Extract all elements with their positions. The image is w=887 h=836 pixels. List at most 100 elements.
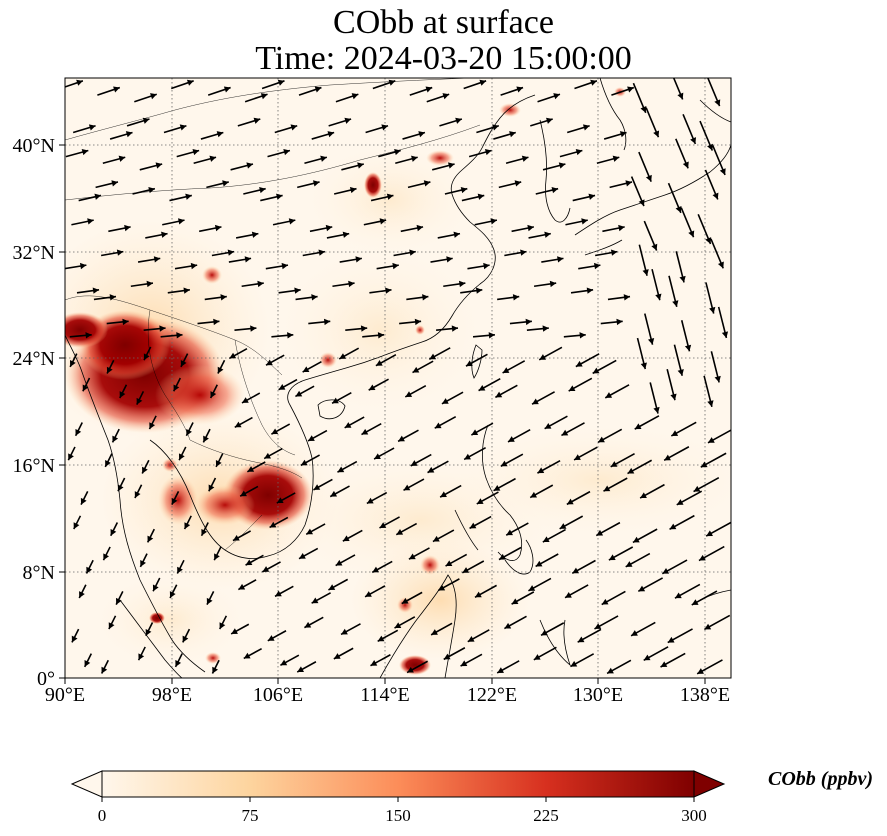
wind-arrow-head bbox=[475, 287, 483, 294]
wind-arrow-head bbox=[219, 622, 226, 630]
wind-arrow-head bbox=[608, 554, 616, 561]
wind-arrow-head bbox=[215, 460, 222, 467]
wind-arrow-head bbox=[240, 490, 247, 497]
wind-arrow-head bbox=[544, 423, 552, 429]
wind-arrow-head bbox=[138, 653, 145, 661]
wind-arrow-head bbox=[586, 287, 594, 294]
wind-arrow-head bbox=[113, 86, 120, 93]
wind-arrow-head bbox=[561, 429, 569, 436]
wind-arrow-head bbox=[368, 384, 376, 391]
wind-arrow-head bbox=[388, 79, 396, 86]
wind-arrow-head bbox=[706, 530, 713, 537]
lon-tick-label: 98°E bbox=[152, 684, 192, 706]
wind-arrow-head bbox=[238, 583, 246, 590]
wind-arrow-head bbox=[509, 131, 516, 138]
wind-arrow-head bbox=[471, 429, 479, 436]
wind-arrow-head bbox=[314, 86, 322, 93]
wind-arrow-head bbox=[325, 224, 333, 232]
wind-arrow-head bbox=[152, 584, 159, 592]
wind-arrow-head bbox=[232, 534, 240, 541]
wind-arrow-head bbox=[374, 453, 381, 460]
wind-arrow-head bbox=[227, 249, 235, 256]
wind-arrow-head bbox=[290, 124, 298, 131]
wind-arrow-head bbox=[262, 566, 270, 572]
wind-arrow-head bbox=[335, 559, 343, 566]
wind-arrow-head bbox=[299, 553, 306, 559]
wind-arrow-head bbox=[492, 124, 499, 131]
wind-arrow-head bbox=[333, 653, 341, 659]
wind-arrow-head bbox=[593, 262, 601, 270]
colorbar-gradient bbox=[101, 770, 695, 798]
lon-tick-label: 122°E bbox=[467, 684, 517, 706]
wind-arrow-head bbox=[169, 591, 176, 598]
wind-arrow-head bbox=[446, 256, 453, 263]
wind-arrow-head bbox=[427, 466, 435, 473]
wind-arrow-head bbox=[442, 93, 450, 100]
colorbar: 0 75 150 225 300 bbox=[70, 770, 726, 825]
wind-arrow-head bbox=[707, 437, 715, 443]
wind-arrow-head bbox=[698, 554, 706, 561]
wind-arrow-head bbox=[535, 560, 543, 567]
wind-arrow-head bbox=[71, 635, 78, 643]
wind-arrow-head bbox=[645, 174, 652, 182]
lon-ticks bbox=[64, 678, 706, 684]
wind-arrow-head bbox=[688, 230, 695, 238]
wind-arrow-head bbox=[344, 117, 352, 124]
wind-arrow-head bbox=[500, 460, 508, 467]
wind-arrow-head bbox=[559, 523, 567, 529]
wind-arrow-head bbox=[677, 369, 684, 376]
wind-arrow-head bbox=[176, 332, 183, 339]
wind-arrow-head bbox=[85, 332, 92, 339]
wind-arrow-head bbox=[707, 400, 714, 407]
wind-arrow-head bbox=[638, 585, 646, 592]
wind-arrow-head bbox=[125, 131, 133, 138]
wind-arrow-head bbox=[79, 262, 87, 270]
wind-arrow-head bbox=[267, 635, 275, 641]
wind-arrow-head bbox=[184, 522, 191, 530]
wind-arrow-head bbox=[455, 117, 462, 124]
wind-arrow-head bbox=[313, 484, 321, 490]
wind-arrow-head bbox=[520, 249, 527, 256]
map-area bbox=[65, 78, 731, 678]
wind-arrow-head bbox=[574, 454, 581, 460]
wind-arrow-head bbox=[601, 598, 609, 605]
colorbar-tick-label: 300 bbox=[681, 806, 707, 825]
lat-tick-label: 0° bbox=[37, 668, 55, 690]
wind-arrow-head bbox=[381, 124, 389, 131]
wind-arrow-head bbox=[528, 585, 536, 591]
wind-arrow-head bbox=[443, 653, 451, 660]
wind-arrow-head bbox=[339, 353, 347, 359]
wind-arrow-head bbox=[269, 521, 277, 528]
wind-arrow-head bbox=[342, 231, 350, 238]
wind-arrow-head bbox=[337, 466, 345, 473]
wind-arrow-head bbox=[425, 86, 433, 93]
wind-arrow-head bbox=[203, 435, 209, 443]
wind-arrow-head bbox=[572, 567, 580, 574]
wind-arrow-head bbox=[627, 86, 634, 93]
wind-arrow-head bbox=[533, 654, 541, 660]
wind-arrow-head bbox=[653, 406, 660, 414]
wind-arrow-head bbox=[300, 459, 308, 466]
wind-arrow-head bbox=[412, 366, 420, 373]
wind-arrow-head bbox=[73, 522, 80, 530]
colorbar-tick-label: 150 bbox=[385, 806, 411, 825]
wind-arrow-head bbox=[264, 452, 271, 459]
wind-arrow-head bbox=[173, 384, 180, 392]
wind-arrow-head bbox=[308, 435, 315, 441]
lon-tick-label: 138°E bbox=[680, 684, 730, 706]
wind-arrow-head bbox=[287, 332, 294, 339]
wind-arrow-head bbox=[605, 392, 613, 398]
wind-arrow-head bbox=[101, 666, 108, 674]
wind-arrow-head bbox=[712, 192, 719, 200]
wind-arrow-head bbox=[693, 485, 701, 492]
wind-arrow-head bbox=[502, 367, 510, 373]
wind-arrow-head bbox=[251, 231, 259, 238]
wind-arrow-head bbox=[379, 218, 387, 225]
wind-arrow-head bbox=[348, 280, 355, 288]
wind-arrow-head bbox=[557, 256, 564, 263]
wind-arrow-head bbox=[640, 106, 647, 113]
wind-arrow-head bbox=[700, 461, 708, 468]
wind-arrow-head bbox=[192, 148, 200, 156]
wind-arrow-head bbox=[243, 652, 251, 659]
